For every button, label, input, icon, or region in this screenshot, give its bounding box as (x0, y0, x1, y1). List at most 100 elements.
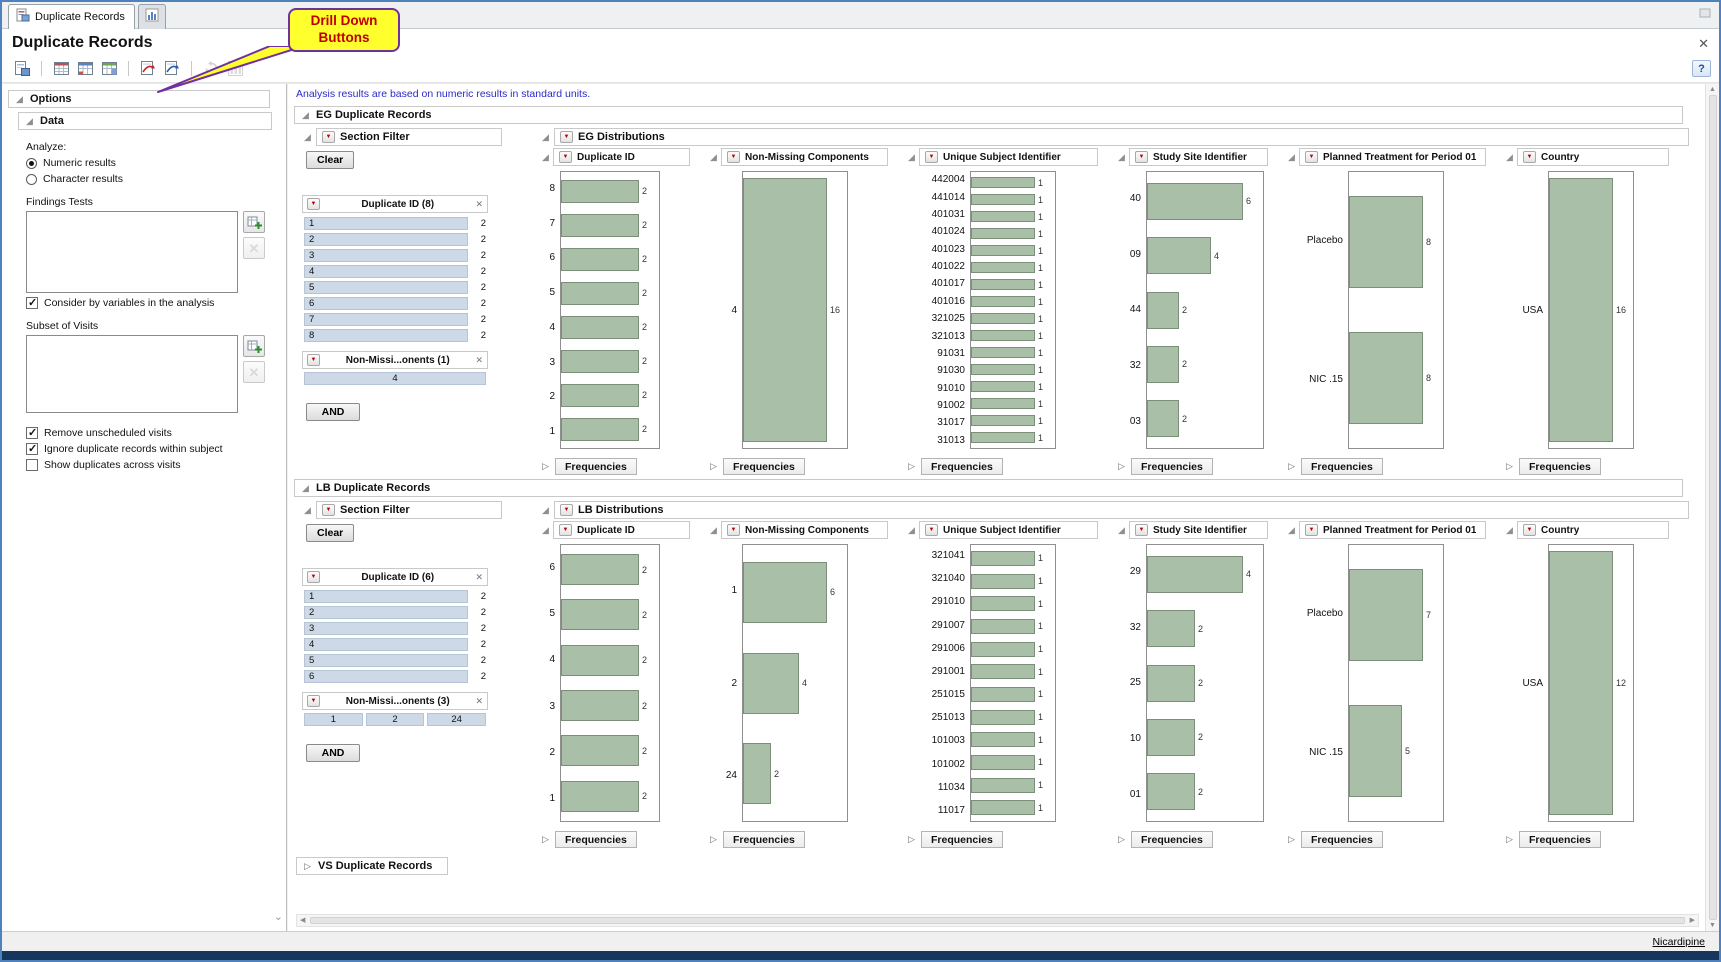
histogram-bar[interactable] (561, 781, 639, 812)
disclosure-icon[interactable]: ▷ (540, 462, 551, 471)
red-triangle-menu-icon[interactable] (727, 524, 740, 536)
column-header[interactable]: Unique Subject Identifier (919, 148, 1098, 166)
disclosure-icon[interactable]: ▷ (708, 462, 719, 471)
histogram-bar[interactable] (971, 381, 1035, 392)
histogram-frame[interactable]: 16 (742, 171, 848, 449)
filter-row[interactable]: 3 2 (304, 248, 486, 263)
disclosure-icon[interactable]: ◢ (540, 153, 551, 162)
histogram-bar[interactable] (1349, 196, 1423, 288)
red-triangle-menu-icon[interactable] (307, 695, 320, 707)
histogram-frame[interactable]: 7 5 (1348, 544, 1444, 822)
histogram-bar[interactable] (971, 211, 1035, 222)
disclosure-icon[interactable]: ▷ (1116, 835, 1127, 844)
scrollbar-thumb[interactable] (1709, 95, 1717, 920)
filter-row[interactable]: 1 2 (304, 589, 486, 604)
disclosure-icon[interactable]: ◢ (302, 506, 313, 515)
column-header[interactable]: Non-Missing Components (721, 521, 888, 539)
disclosure-icon[interactable]: ▷ (540, 835, 551, 844)
histogram-bar[interactable] (971, 687, 1035, 702)
histogram-bar[interactable] (561, 384, 639, 407)
section-header[interactable]: ◢ LB Duplicate Records (294, 479, 1683, 497)
disclosure-icon[interactable]: ◢ (302, 133, 313, 142)
disclosure-icon[interactable]: ◢ (906, 153, 917, 162)
histogram-frame[interactable]: 2 2 2 2 2 2 (560, 544, 660, 822)
disclosure-icon[interactable]: ◢ (540, 133, 551, 142)
filter-value-bar[interactable]: 6 (304, 670, 468, 683)
tab-duplicate-records[interactable]: Duplicate Records (8, 4, 135, 29)
filter-cell[interactable]: 24 (427, 713, 486, 726)
distributions-header[interactable]: EG Distributions (554, 128, 1689, 146)
red-triangle-menu-icon[interactable] (1135, 151, 1148, 163)
histogram-bar[interactable] (971, 245, 1035, 256)
histogram-bar[interactable] (561, 180, 639, 203)
histogram-bar[interactable] (1147, 719, 1195, 756)
filter-row[interactable]: 3 2 (304, 621, 486, 636)
red-triangle-menu-icon[interactable] (307, 354, 320, 366)
subset-of-visits-listbox[interactable] (26, 335, 238, 413)
histogram-bar[interactable] (1147, 556, 1243, 593)
checkbox-icon[interactable] (26, 297, 38, 309)
filter-cell[interactable]: 4 (304, 372, 486, 385)
red-triangle-menu-icon[interactable] (1523, 524, 1536, 536)
radio-icon[interactable] (26, 158, 37, 169)
filter-row[interactable]: 4 2 (304, 264, 486, 279)
histogram-bar[interactable] (971, 398, 1035, 409)
histogram-bar[interactable] (1147, 237, 1211, 274)
close-icon[interactable]: ✕ (475, 572, 483, 583)
filter-group-header[interactable]: Non-Missi...onents (1) ✕ (302, 351, 488, 369)
histogram-bar[interactable] (561, 418, 639, 441)
histogram-bar[interactable] (971, 710, 1035, 725)
histogram-bar[interactable] (971, 296, 1035, 307)
histogram-bar[interactable] (561, 316, 639, 339)
column-header[interactable]: Planned Treatment for Period 01 (1299, 521, 1486, 539)
histogram-bar[interactable] (1147, 292, 1179, 329)
add-table-button[interactable] (243, 335, 265, 357)
checkbox-consider-by-variables[interactable]: Consider by variables in the analysis (26, 297, 282, 309)
section-filter-header[interactable]: Section Filter (316, 501, 502, 519)
study-name-link[interactable]: Nicardipine (1652, 936, 1705, 948)
and-button[interactable]: AND (306, 403, 360, 421)
histogram-bar[interactable] (971, 778, 1035, 793)
filter-group-header[interactable]: Non-Missi...onents (3) ✕ (302, 692, 488, 710)
red-triangle-menu-icon[interactable] (727, 151, 740, 163)
section-filter-header[interactable]: Section Filter (316, 128, 502, 146)
histogram-frame[interactable]: 1 1 1 1 1 1 1 1 1 1 1 (970, 171, 1056, 449)
disclosure-icon[interactable]: ◢ (1116, 526, 1127, 535)
histogram-bar[interactable] (743, 562, 827, 623)
frequencies-button[interactable]: Frequencies (921, 831, 1003, 848)
and-button[interactable]: AND (306, 744, 360, 762)
histogram-frame[interactable]: 8 8 (1348, 171, 1444, 449)
clear-button[interactable]: Clear (306, 151, 354, 169)
report-table-icon[interactable] (98, 58, 120, 80)
histogram-bar[interactable] (971, 364, 1035, 375)
disclosure-icon[interactable]: ▷ (1504, 835, 1515, 844)
column-header[interactable]: Study Site Identifier (1129, 148, 1268, 166)
filter-row[interactable]: 5 2 (304, 280, 486, 295)
column-header[interactable]: Country (1517, 521, 1669, 539)
histogram-bar[interactable] (971, 279, 1035, 290)
histogram-bar[interactable] (971, 800, 1035, 815)
histogram-bar[interactable] (971, 619, 1035, 634)
clear-button[interactable]: Clear (306, 524, 354, 542)
red-triangle-menu-icon[interactable] (925, 151, 938, 163)
filter-value-bar[interactable]: 1 (304, 590, 468, 603)
histogram-bar[interactable] (743, 743, 771, 804)
column-header[interactable]: Duplicate ID (553, 148, 690, 166)
disclosure-icon[interactable]: ◢ (906, 526, 917, 535)
red-triangle-menu-icon[interactable] (1135, 524, 1148, 536)
radio-numeric-results[interactable]: Numeric results (26, 157, 282, 169)
filter-row[interactable]: 2 2 (304, 605, 486, 620)
disclosure-icon[interactable]: ◢ (540, 506, 551, 515)
histogram-bar[interactable] (1349, 569, 1423, 661)
scroll-right-icon[interactable]: ▶ (1687, 917, 1698, 924)
close-icon[interactable]: ✕ (475, 199, 483, 210)
radio-icon[interactable] (26, 174, 37, 185)
frequencies-button[interactable]: Frequencies (1301, 458, 1383, 475)
red-triangle-menu-icon[interactable] (1305, 151, 1318, 163)
filter-row[interactable]: 8 2 (304, 328, 486, 343)
help-button[interactable]: ? (1692, 60, 1711, 77)
histogram-bar[interactable] (1147, 400, 1179, 437)
filter-row[interactable]: 6 2 (304, 296, 486, 311)
disclosure-icon[interactable]: ▷ (906, 462, 917, 471)
frequencies-button[interactable]: Frequencies (1519, 458, 1601, 475)
